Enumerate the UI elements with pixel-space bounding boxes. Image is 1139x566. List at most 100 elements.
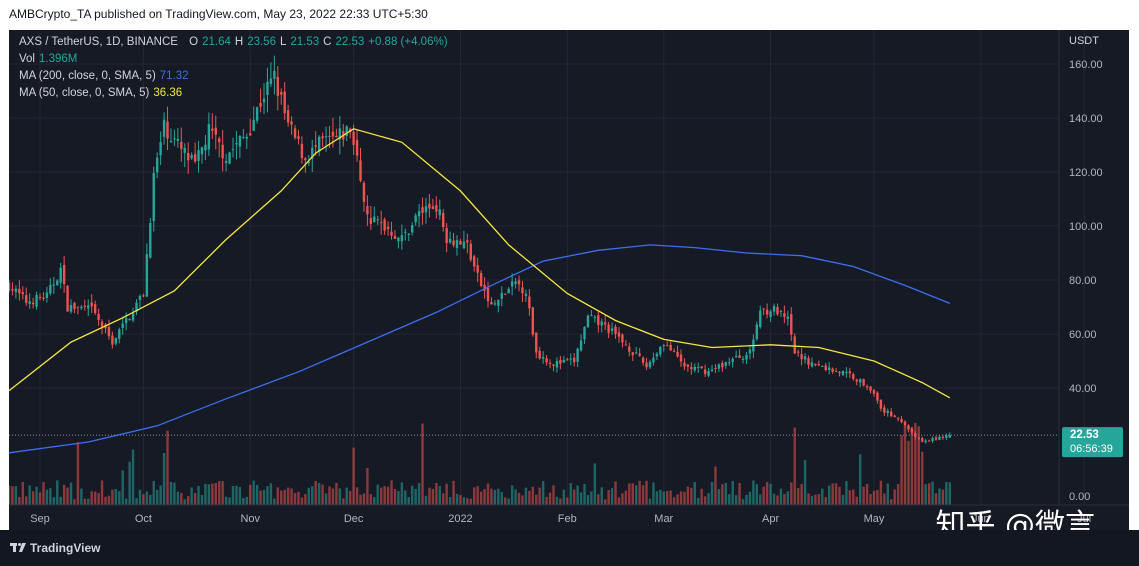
- candle-body: [62, 265, 66, 285]
- volume-bar: [803, 460, 807, 505]
- volume-bar: [228, 497, 231, 505]
- open-label: O: [189, 36, 199, 48]
- candle-body: [145, 254, 149, 297]
- symbol-label[interactable]: AXS / TetherUS, 1D, BINANCE: [19, 36, 178, 48]
- volume-bar: [424, 495, 428, 505]
- y-tick-label: 60.00: [1069, 329, 1097, 341]
- candle-body: [879, 399, 883, 409]
- volume-bar: [934, 493, 938, 505]
- volume-bar: [497, 488, 500, 505]
- x-tick-label: Sep: [30, 513, 50, 525]
- volume-bar: [455, 493, 459, 505]
- volume-bar: [500, 491, 503, 505]
- volume-bar: [7, 485, 11, 505]
- candle-body: [73, 302, 76, 309]
- volume-bar: [590, 491, 593, 505]
- candle-body: [138, 295, 142, 300]
- volume-bar: [827, 485, 831, 505]
- volume-bar: [218, 481, 221, 505]
- candle-body: [514, 281, 517, 285]
- volume-bar: [893, 489, 896, 505]
- volume-bar: [238, 487, 242, 505]
- volume-bar: [421, 423, 424, 505]
- candle-body: [579, 340, 583, 351]
- volume-bar: [397, 491, 400, 505]
- candlestick-chart[interactable]: 0.00 40.00 60.00 80.00 100.00 120.00 140.00 160…: [7, 30, 1129, 530]
- candle-body: [886, 410, 889, 414]
- publisher-header: AMBCrypto_TA published on TradingView.co…: [0, 0, 1139, 30]
- price-scale[interactable]: 0.00 40.00 60.00 80.00 100.00 120.00 140.00 160…: [1069, 59, 1103, 503]
- candle-body: [931, 438, 934, 441]
- volume-bar: [765, 481, 769, 505]
- candle-body: [304, 158, 307, 161]
- volume-bar: [917, 426, 920, 505]
- volume-bar: [638, 480, 641, 505]
- candle-body: [796, 351, 800, 353]
- candle-body: [317, 136, 321, 152]
- candle-body: [162, 119, 166, 137]
- candle-body: [100, 321, 104, 327]
- candle-body: [479, 273, 483, 286]
- volume-bar: [107, 495, 111, 505]
- volume-bar: [538, 487, 541, 505]
- candle-body: [783, 313, 786, 317]
- candle-body: [755, 324, 759, 340]
- candle-body: [890, 411, 893, 417]
- vol-label[interactable]: Vol: [19, 53, 35, 65]
- volume-bar: [11, 486, 14, 505]
- low-label: L: [279, 36, 287, 48]
- candle-body: [852, 374, 855, 379]
- volume-bar: [200, 495, 204, 505]
- candle-body: [655, 353, 659, 357]
- volume-bar: [52, 497, 55, 505]
- candle-body: [407, 233, 410, 235]
- volume-bar: [690, 487, 693, 505]
- volume-bar: [628, 483, 631, 505]
- candle-body: [600, 321, 603, 326]
- candle-body: [14, 288, 18, 293]
- volume-bar: [335, 482, 338, 505]
- volume-bar: [328, 486, 331, 505]
- volume-bar: [359, 494, 362, 505]
- candle-body: [466, 240, 469, 243]
- volume-bar: [469, 498, 472, 505]
- volume-bar: [145, 491, 149, 505]
- candle-body: [404, 231, 407, 233]
- candle-body: [231, 149, 235, 151]
- last-price-value: 22.53: [1070, 429, 1099, 441]
- volume-bar: [810, 495, 814, 505]
- volume-bar: [941, 489, 945, 505]
- candle-body: [597, 315, 600, 325]
- volume-bar: [59, 496, 62, 505]
- candle-body: [245, 136, 248, 139]
- volume-bar: [31, 491, 35, 505]
- chart-panel[interactable]: 0.00 40.00 60.00 80.00 100.00 120.00 140.00 160…: [7, 30, 1129, 543]
- candle-body: [507, 288, 510, 294]
- candle-body: [307, 161, 311, 164]
- volume-bar: [896, 483, 900, 505]
- candle-body: [445, 228, 448, 244]
- x-tick-label: Jun: [972, 513, 990, 525]
- candle-body: [397, 237, 400, 242]
- volume-bar: [631, 483, 634, 505]
- volume-bar: [772, 493, 776, 505]
- volume-bar: [317, 483, 321, 505]
- candle-body: [741, 358, 745, 360]
- volume-bar: [504, 497, 507, 505]
- candle-body: [83, 305, 87, 307]
- candle-body: [149, 223, 152, 258]
- volume-bar: [207, 484, 211, 505]
- volume-bar: [159, 485, 162, 505]
- time-scale[interactable]: Sep Oct Nov Dec 2022 Feb Mar Apr May Jun Jul: [30, 513, 1091, 525]
- candle-body: [56, 280, 59, 286]
- ma50-label[interactable]: MA (50, close, 0, SMA, 5): [19, 87, 150, 99]
- volume-bar: [900, 435, 903, 505]
- candle-body: [896, 418, 900, 420]
- candle-body: [859, 379, 862, 383]
- candle-body: [359, 160, 362, 181]
- candle-body: [504, 293, 507, 295]
- ma200-label[interactable]: MA (200, close, 0, SMA, 5): [19, 70, 156, 82]
- candle-body: [714, 367, 717, 369]
- candle-body: [314, 145, 317, 147]
- tradingview-logo[interactable]: TradingView: [10, 541, 100, 555]
